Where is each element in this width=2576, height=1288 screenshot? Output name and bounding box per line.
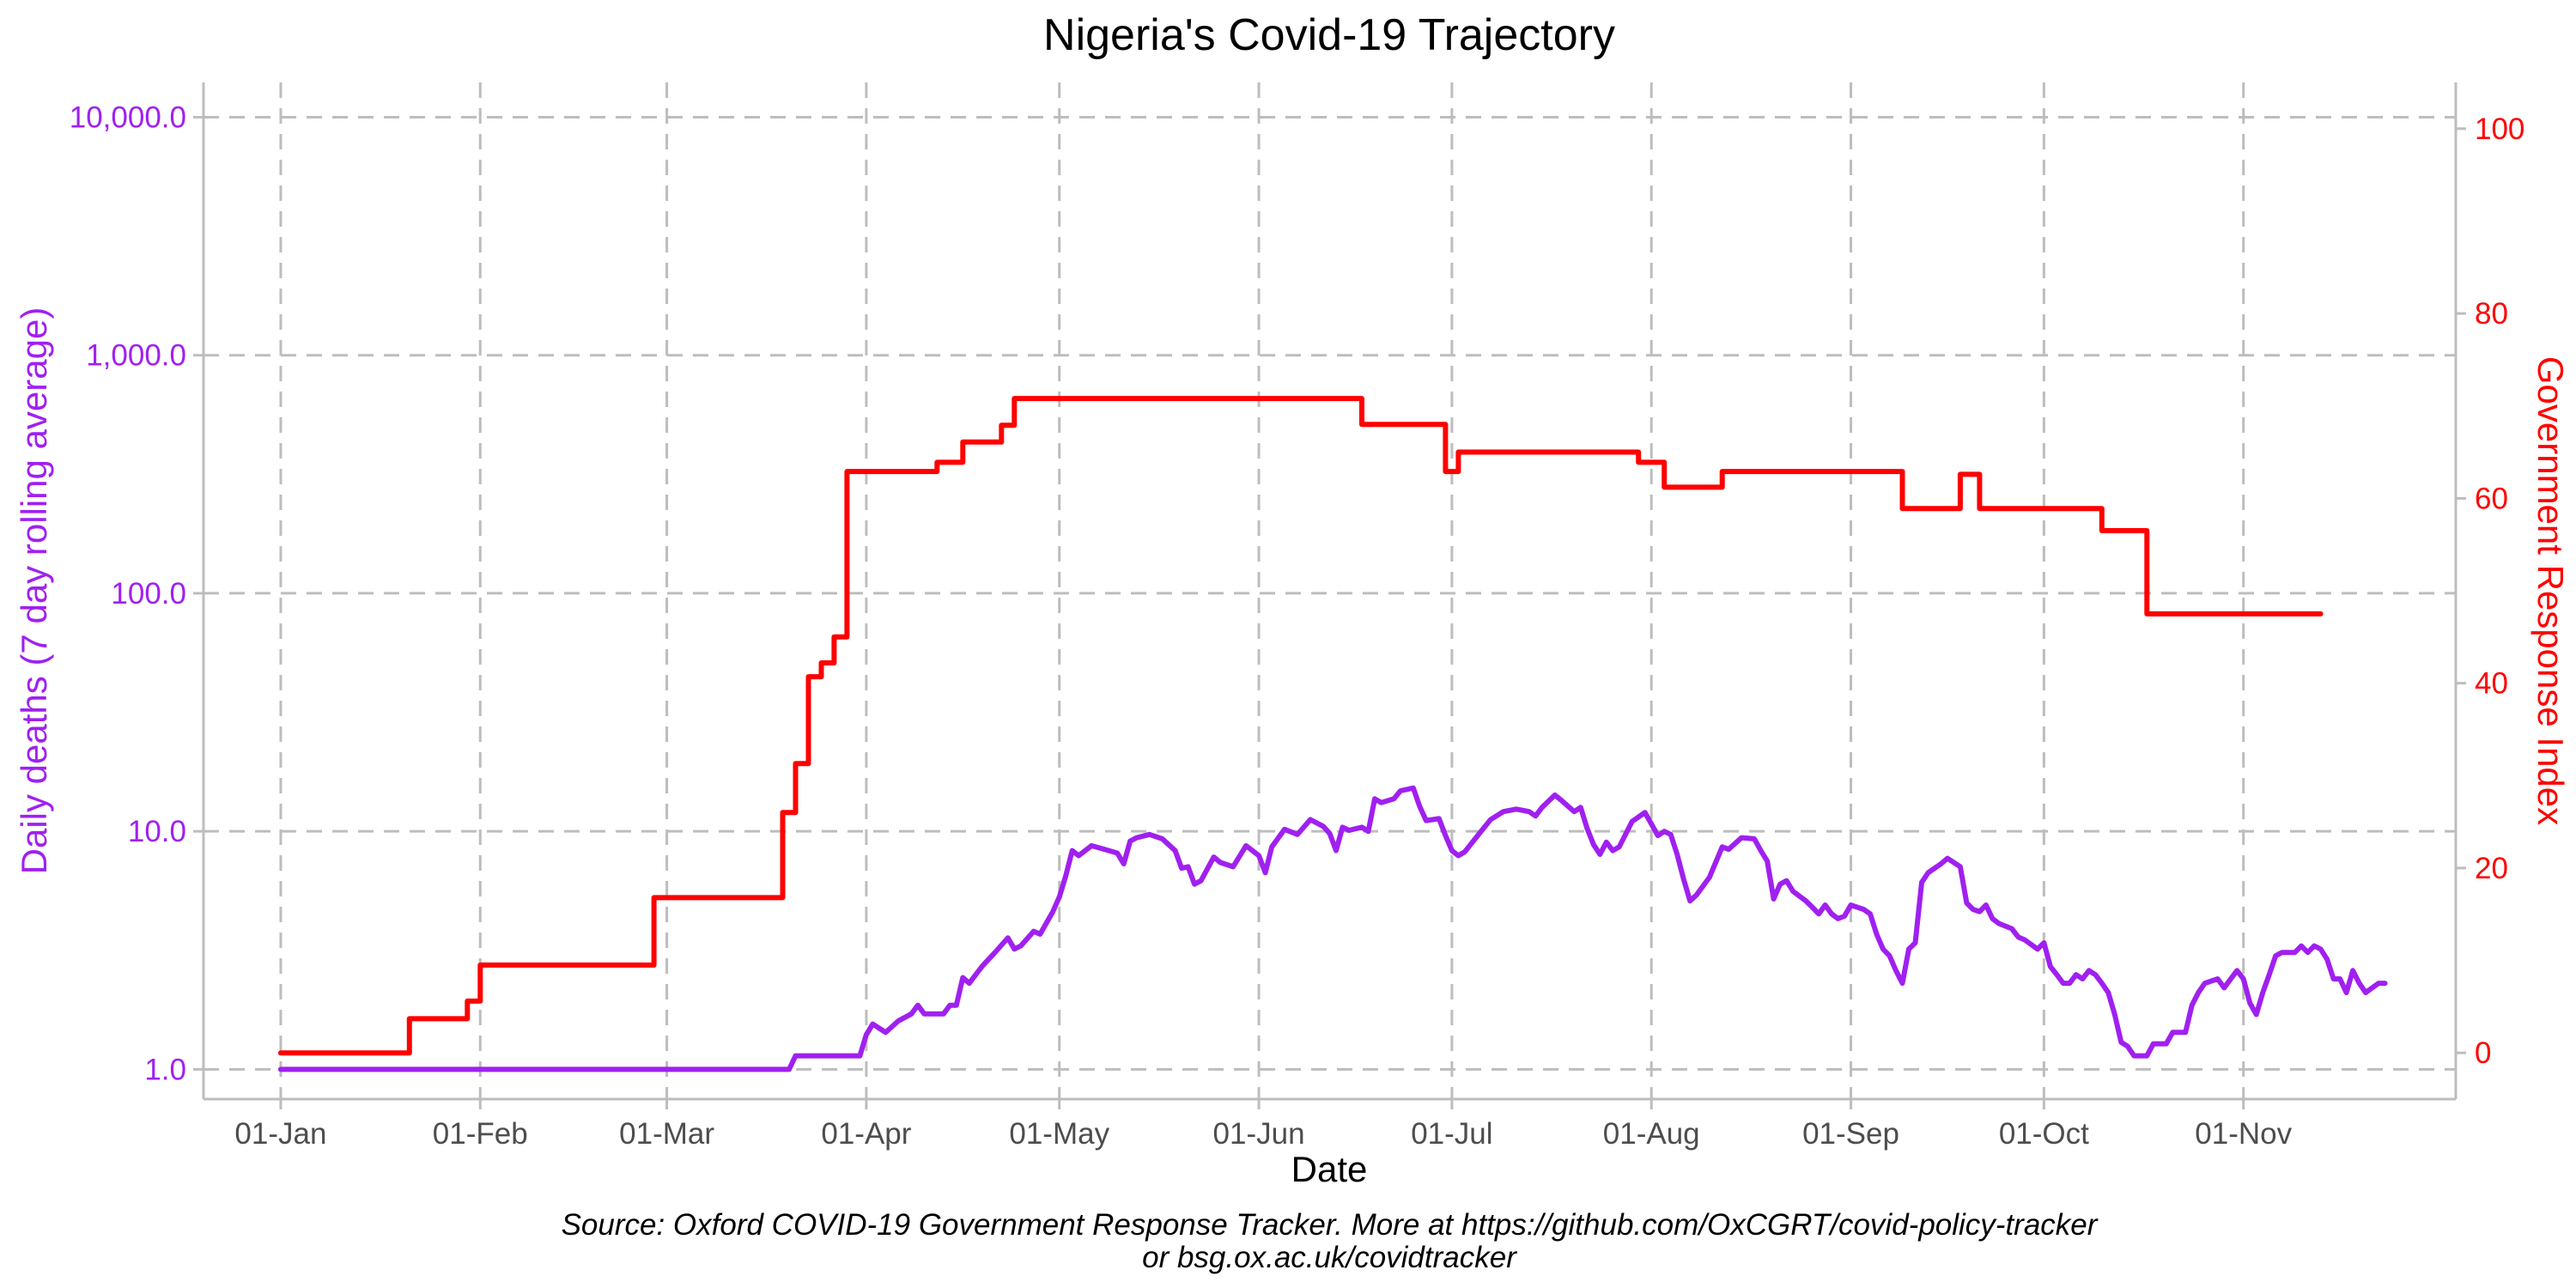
x-tick-label: 01-Mar [619, 1117, 714, 1151]
gridlines [204, 82, 2456, 1099]
x-tick-label: 01-Sep [1802, 1117, 1899, 1151]
y-left-tick-label: 1.0 [144, 1053, 186, 1086]
y-right-tick-label: 20 [2475, 852, 2508, 885]
y-right-axis-label: Government Response Index [2530, 356, 2571, 825]
y-right-tick-label: 100 [2475, 112, 2524, 146]
x-tick-label: 01-May [1009, 1117, 1109, 1151]
source-caption-line-2: or bsg.ox.ac.uk/covidtracker [1142, 1241, 1517, 1274]
x-axis-label: Date [1291, 1149, 1368, 1189]
y-left-tick-label: 100.0 [111, 577, 186, 611]
x-tick-label: 01-Jun [1213, 1117, 1305, 1151]
x-tick-label: 01-Jul [1411, 1117, 1492, 1151]
government-response-index-line [277, 396, 2324, 1056]
y-left-tick-label: 10,000.0 [70, 101, 186, 135]
x-tick-label: 01-Oct [1999, 1117, 2089, 1151]
series-lines [277, 396, 2388, 1072]
axes [193, 82, 2466, 1109]
source-caption-line-1: Source: Oxford COVID-19 Government Respo… [562, 1208, 2099, 1242]
tick-labels: 01-Jan 01-Feb 01-Mar 01-Apr 01-May 01-Jun 01-J… [70, 101, 2525, 1151]
x-tick-label: 01-Jan [234, 1117, 326, 1151]
daily-deaths-line [277, 785, 2388, 1072]
y-left-tick-label: 10.0 [128, 815, 186, 848]
x-tick-label: 01-Nov [2195, 1117, 2292, 1151]
y-left-tick-label: 1,000.0 [86, 339, 186, 373]
chart-title: Nigeria's Covid-19 Trajectory [1043, 10, 1615, 60]
x-tick-label: 01-Aug [1603, 1117, 1700, 1151]
y-right-tick-label: 80 [2475, 297, 2508, 331]
y-right-tick-label: 60 [2475, 482, 2508, 515]
y-right-tick-label: 0 [2475, 1036, 2491, 1070]
x-tick-label: 01-Apr [821, 1117, 911, 1151]
y-left-axis-label: Daily deaths (7 day rolling average) [14, 307, 54, 875]
y-right-tick-label: 40 [2475, 667, 2508, 701]
x-tick-label: 01-Feb [433, 1117, 528, 1151]
